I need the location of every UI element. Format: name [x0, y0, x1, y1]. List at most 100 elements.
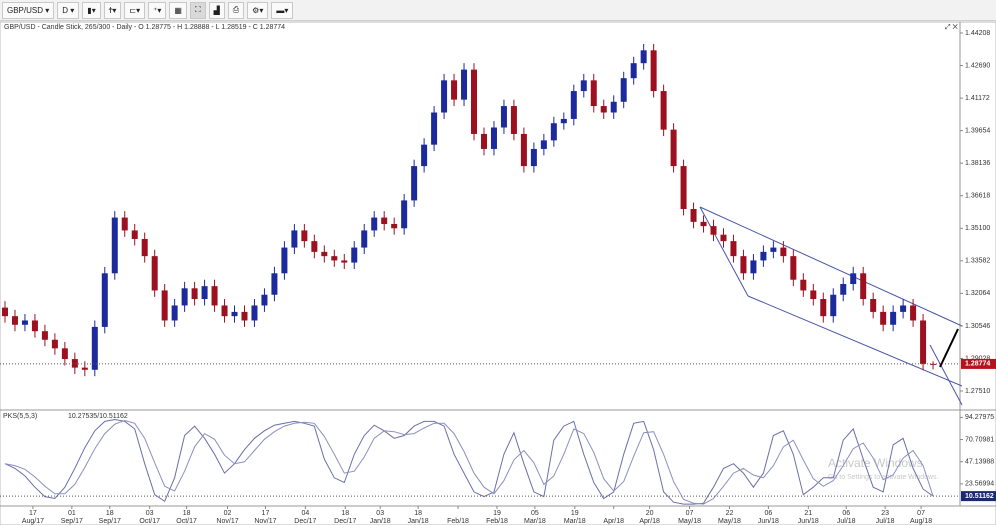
- print-button[interactable]: ⎙: [227, 1, 245, 19]
- trend-line: [929, 344, 963, 406]
- candle-body: [61, 348, 68, 360]
- y-tick-label: 1.44208: [965, 30, 990, 37]
- layout-button[interactable]: ▦: [169, 1, 187, 19]
- chart-type-button[interactable]: ▮▾: [82, 1, 101, 19]
- y-tick-label: 1.33582: [965, 258, 990, 265]
- x-tick-month: Jul/18: [876, 518, 895, 525]
- candle-body: [181, 288, 188, 306]
- y-tick-label: 23.56994: [965, 481, 994, 488]
- y-tick-label: 1.27510: [965, 388, 990, 395]
- x-tick-label: 20: [646, 510, 654, 517]
- candle-body: [451, 80, 458, 100]
- frame: [0, 21, 996, 525]
- candle-body: [550, 123, 557, 141]
- candle-body: [580, 80, 587, 92]
- x-tick-label: 18: [414, 510, 422, 517]
- indicator-title: PKS(5,5,3): [3, 413, 37, 420]
- x-tick-month: Mar/18: [564, 518, 586, 525]
- x-tick-month: Nov/17: [216, 518, 238, 525]
- candle-body: [321, 251, 328, 257]
- x-tick-label: 22: [726, 510, 734, 517]
- candle-body: [570, 91, 577, 119]
- x-tick-label: 19: [493, 510, 501, 517]
- x-tick-month: Apr/18: [639, 518, 660, 525]
- x-tick-month: Apr/18: [603, 518, 624, 525]
- candle-body: [640, 50, 647, 64]
- candle-body: [131, 230, 138, 239]
- candle-body: [530, 148, 537, 167]
- tools-button[interactable]: ⁺▾: [148, 1, 167, 19]
- channel-upper: [699, 206, 963, 327]
- candle-body: [401, 200, 408, 229]
- candle-body: [680, 166, 687, 209]
- last-value-label: 10.51162: [965, 493, 994, 500]
- candle-body: [271, 273, 278, 295]
- candle-body: [231, 311, 238, 317]
- x-tick-month: May/18: [718, 518, 741, 525]
- candle-body: [161, 290, 168, 321]
- candle-body: [91, 326, 98, 370]
- x-tick-month: Mar/18: [524, 518, 546, 525]
- indicator-button[interactable]: Ϯ▾: [103, 1, 122, 19]
- draw-button[interactable]: ⊏▾: [124, 1, 146, 19]
- x-tick-label: 18: [106, 510, 114, 517]
- x-tick-month: Jan/18: [370, 518, 391, 525]
- candle-body: [860, 273, 867, 300]
- candle-body: [880, 311, 887, 325]
- x-tick-label: 03: [376, 510, 384, 517]
- settings-button[interactable]: ⚙▾: [247, 1, 269, 19]
- x-tick-month: Oct/17: [176, 518, 197, 525]
- last-value-box: [961, 491, 996, 502]
- symbol-select[interactable]: GBP/USD ▾: [2, 1, 55, 19]
- candle-body: [710, 226, 717, 235]
- x-tick-label: 18: [183, 510, 191, 517]
- candle-body: [890, 311, 897, 325]
- resize-icon[interactable]: ⤢ ✕: [945, 24, 959, 31]
- y-tick-label: 1.32064: [965, 290, 990, 297]
- flag-button[interactable]: ▬▾: [271, 1, 294, 19]
- candle-body: [700, 221, 707, 227]
- candle-body: [411, 166, 418, 201]
- x-tick-month: Feb/18: [486, 518, 508, 525]
- x-tick-month: May/18: [678, 518, 701, 525]
- channel-lower: [747, 295, 963, 387]
- x-tick-label: 03: [146, 510, 154, 517]
- x-tick-label: 05: [531, 510, 539, 517]
- candle-body: [1, 307, 8, 317]
- candle-body: [151, 256, 158, 291]
- candle-body: [590, 80, 597, 107]
- candle-body: [11, 316, 18, 325]
- candle-body: [211, 286, 218, 306]
- candle-body: [101, 273, 108, 327]
- y-tick-label: 47.13988: [965, 459, 994, 466]
- candle-body: [291, 230, 298, 248]
- candle-body: [301, 230, 308, 242]
- candle-body: [820, 299, 827, 317]
- period: D: [62, 5, 69, 15]
- candle-body: [870, 299, 877, 312]
- indicator-line: [4, 419, 934, 505]
- candle-body: [800, 279, 807, 291]
- candle-body: [840, 284, 847, 295]
- y-tick-label: 1.29028: [965, 355, 990, 362]
- x-tick-label: 06: [764, 510, 772, 517]
- candle-body: [920, 320, 927, 364]
- volume-button[interactable]: ▟: [208, 1, 225, 19]
- candle-body: [670, 129, 677, 167]
- candle-body: [371, 217, 378, 231]
- period-select[interactable]: D ▾: [57, 1, 80, 19]
- x-tick-label: 17: [29, 510, 37, 517]
- candle-body: [900, 305, 907, 312]
- candle-body: [251, 305, 258, 321]
- candle-body: [31, 320, 38, 332]
- x-tick-month: Dec/17: [294, 518, 316, 525]
- candle-body: [461, 69, 468, 100]
- y-tick-label: 1.42690: [965, 62, 990, 69]
- y-tick-label: 70.70981: [965, 436, 994, 443]
- x-tick-month: Aug/18: [910, 518, 932, 525]
- x-tick-label: 18: [341, 510, 349, 517]
- x-tick-month: Jul/18: [837, 518, 856, 525]
- fit-button[interactable]: ⛶: [189, 1, 206, 19]
